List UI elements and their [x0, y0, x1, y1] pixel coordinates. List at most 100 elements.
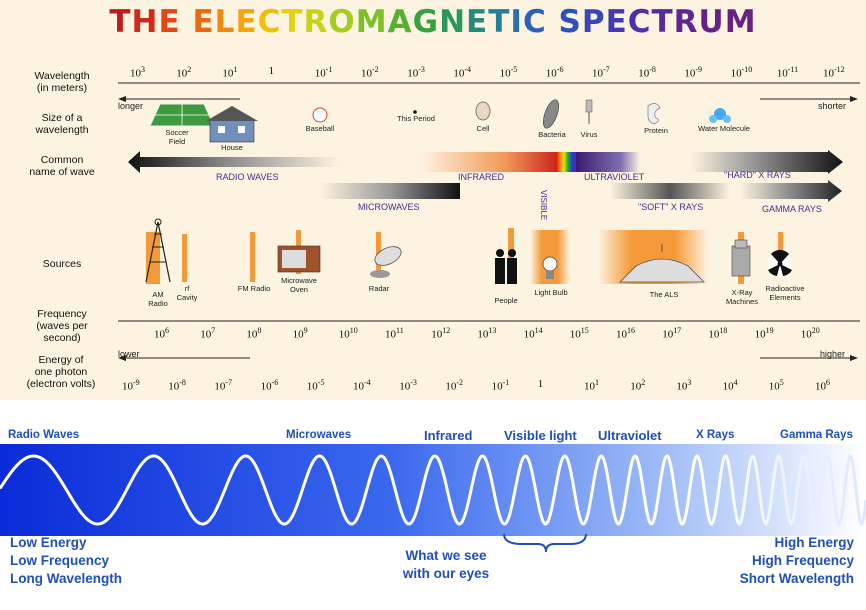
wavelength-tick-label: 10-1: [314, 65, 333, 80]
microwave-oven-icon: [277, 245, 321, 273]
energy-tick-label: 10-8: [168, 378, 186, 393]
soccer-field-label: Soccer Field: [165, 128, 189, 146]
size-row-label: Size of a wavelength: [35, 112, 89, 136]
xray-machine-icon: [731, 239, 751, 277]
wavelength-tick-label: 10-11: [776, 65, 799, 80]
infrared-bottom-label: Infrared: [424, 428, 473, 443]
energy-tick-label: 10-1: [491, 378, 510, 393]
title-letter: C: [522, 4, 547, 40]
fm-radio-band: [250, 232, 255, 282]
sine-wave-graphic: [0, 444, 866, 536]
energy-row-label: Energy of one photon (electron volts): [26, 354, 96, 390]
title-letter: L: [214, 4, 236, 40]
shorter-arrow-icon: [850, 96, 858, 102]
period-label: This Period: [397, 114, 435, 123]
people-icon: [495, 249, 517, 284]
frequency-tick-label: 1011: [385, 326, 404, 341]
title-letter: T: [488, 4, 511, 40]
high-frequency-text: High Frequency: [751, 553, 854, 568]
house-label: House: [221, 143, 243, 152]
title-letter: N: [439, 4, 467, 40]
radio-waves-bottom-label: Radio Waves: [8, 429, 80, 441]
shorter-label: shorter: [818, 101, 847, 111]
wavelength-tick-label: 10-10: [730, 65, 753, 80]
wavelength-tick-label: 10-5: [499, 65, 518, 80]
title-letter: E: [192, 4, 215, 40]
frequency-tick-label: 108: [246, 326, 262, 341]
energy-tick-label: 10-6: [260, 378, 279, 393]
long-wavelength-text: Long Wavelength: [10, 571, 122, 586]
short-wavelength-text: Short Wavelength: [739, 571, 854, 586]
title-letter: E: [235, 4, 258, 40]
title-letter: M: [355, 4, 388, 40]
low-frequency-text: Low Frequency: [10, 553, 110, 568]
water-molecule-label: Water Molecule: [698, 124, 750, 133]
am-radio-tower-icon: [145, 218, 171, 283]
frequency-tick-label: 1018: [708, 326, 728, 341]
visible-brace-icon: [503, 533, 587, 553]
panel-divider: [0, 400, 866, 408]
am-radio-band: [146, 232, 160, 284]
wavelength-tick-label: 10-4: [453, 65, 472, 80]
soft-xrays-label: "SOFT" X RAYS: [638, 202, 704, 212]
energy-tick-label: 10-9: [122, 378, 140, 393]
bacteria-label: Bacteria: [538, 130, 566, 139]
als-label: The ALS: [649, 290, 679, 299]
sine-wave-line: [0, 454, 866, 527]
energy-tick-label: 1: [537, 378, 544, 390]
hard-xrays-arrow: [690, 150, 843, 174]
frequency-tick-label: 1012: [431, 326, 451, 341]
frequency-tick-label: 1016: [616, 326, 635, 341]
title-letter: A: [387, 4, 413, 40]
wavelength-tick-label: 10-12: [823, 65, 845, 80]
page-title: THE ELECTROMAGNETIC SPECTRUM: [0, 4, 866, 40]
wavelength-tick-label: 10-9: [684, 65, 703, 80]
gamma-rays-bottom-label: Gamma Rays: [780, 429, 853, 441]
visible-light-bottom-label: Visible light: [504, 428, 577, 443]
middle-caption: What we see with our eyes: [396, 547, 496, 583]
cell-label: Cell: [476, 124, 490, 133]
energy-tick-label: 10-3: [399, 378, 417, 393]
infrared-band: [420, 152, 560, 172]
frequency-tick-label: 1015: [569, 326, 589, 341]
protein-label: Protein: [644, 126, 668, 135]
period-dot-icon: [413, 110, 417, 114]
title-letter: C: [257, 4, 282, 40]
soccer-field-icon: [149, 103, 215, 127]
wavelength-tick-label: 101: [222, 65, 238, 80]
radar-dish-icon: [370, 246, 402, 278]
ultraviolet-bottom-label: Ultraviolet: [598, 428, 662, 443]
wave-illustration-panel: Radio Waves Microwaves Infrared Visible …: [0, 408, 866, 610]
spectrum-graphics: [118, 82, 860, 361]
frequency-tick-label: 106: [154, 326, 169, 341]
right-caption: High Energy High Frequency Short Wavelen…: [740, 534, 854, 588]
energy-tick-label: 10-5: [306, 378, 325, 393]
frequency-tick-label: 1017: [662, 326, 682, 341]
people-label: People: [494, 296, 518, 305]
wavelength-tick-label: 10-8: [638, 65, 656, 80]
left-caption: Low Energy Low Frequency Long Wavelength: [10, 534, 122, 588]
frequency-tick-label: 1010: [338, 326, 358, 341]
sources-row-label: Sources: [42, 258, 82, 270]
radio-waves-arrow: [128, 151, 340, 173]
common-name-row-label: Common name of wave: [29, 154, 95, 178]
title-letter: C: [627, 4, 652, 40]
title-letter: I: [510, 4, 523, 40]
soft-xrays-band: [610, 183, 730, 199]
virus-icon: [585, 99, 593, 124]
xray-machines-label: X-Ray Machines: [725, 288, 759, 306]
wavelength-tick-label: 102: [176, 65, 192, 80]
wavelength-row-label: Wavelength (in meters): [34, 70, 90, 94]
title-letter: E: [158, 4, 181, 40]
rf-cavity-label: rf Cavity: [176, 284, 198, 302]
radioactive-label: Radioactive Elements: [765, 284, 805, 302]
title-letter: O: [328, 4, 356, 40]
microwaves-bottom-label: Microwaves: [286, 429, 352, 441]
protein-icon: [647, 103, 661, 125]
title-letter: H: [131, 4, 159, 40]
microwave-oven-label: Microwave Oven: [281, 276, 317, 294]
baseball-label: Baseball: [305, 124, 335, 133]
microwaves-label: MICROWAVES: [358, 202, 420, 212]
energy-tick-label: 102: [630, 378, 646, 393]
xrays-bottom-label: X Rays: [696, 429, 735, 441]
